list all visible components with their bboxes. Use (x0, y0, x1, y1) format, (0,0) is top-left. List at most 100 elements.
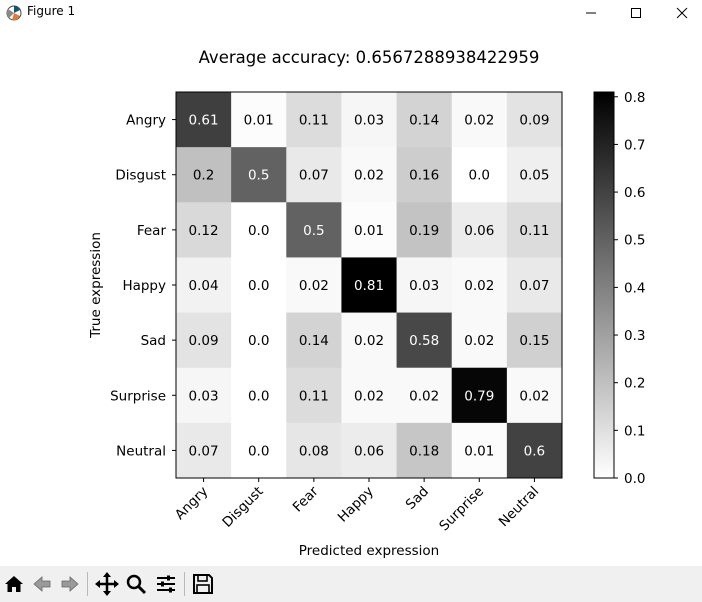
cell-value-label: 0.06 (354, 443, 384, 459)
cell-value-label: 0.02 (464, 278, 494, 294)
heatmap-cell (506, 367, 563, 424)
y-axis-label: True expression (88, 232, 104, 339)
cell-value-label: 0.5 (248, 168, 269, 184)
pan-button[interactable] (93, 570, 121, 598)
cell-value-label: 0.01 (244, 113, 274, 129)
heatmap-cell (506, 312, 563, 369)
y-tick-label: Sad (141, 333, 166, 349)
y-axis: Angry Disgust Fear Happy Sad Surprise Neutral (110, 113, 176, 459)
cell-value-label: 0.04 (189, 278, 219, 294)
cell-value-label: 0.07 (299, 168, 329, 184)
window-title: Figure 1 (27, 4, 76, 18)
save-button[interactable] (189, 570, 217, 598)
cell-value-label: 0.07 (189, 443, 219, 459)
heatmap-cell (341, 422, 398, 479)
cell-value-label: 0.07 (519, 278, 549, 294)
cell-value-label: 0.6 (524, 443, 545, 459)
heatmap-cell (506, 202, 563, 258)
cell-value-label: 0.2 (193, 168, 214, 184)
cell-value-label: 0.02 (354, 168, 384, 184)
heatmap-cell (341, 202, 398, 258)
cell-value-label: 0.02 (464, 113, 494, 129)
heatmap-cell (231, 367, 287, 424)
cell-value-label: 0.02 (354, 333, 384, 349)
x-axis-label: Predicted expression (299, 543, 439, 559)
cell-value-label: 0.14 (409, 113, 439, 129)
forward-arrow-icon (61, 576, 79, 592)
back-button[interactable] (28, 570, 56, 598)
zoom-button[interactable] (122, 570, 150, 598)
heatmap-cell (396, 202, 453, 258)
cell-value-label: 0.0 (248, 388, 269, 404)
cell-value-label: 0.02 (299, 278, 329, 294)
configure-subplots-icon (157, 575, 175, 593)
cell-value-label: 0.05 (519, 168, 549, 184)
heatmap-cell (451, 92, 508, 148)
heatmap-cell (176, 367, 232, 424)
maximize-icon (631, 8, 641, 18)
cell-value-label: 0.0 (248, 443, 269, 459)
heatmap-cell (451, 422, 508, 479)
heatmap-cell (341, 92, 398, 148)
colorbar (593, 91, 615, 479)
heatmap-cell (231, 92, 287, 148)
heatmap-cell (286, 422, 342, 479)
forward-button[interactable] (56, 570, 84, 598)
cell-value-label: 0.01 (464, 443, 494, 459)
heatmap-cells: 0.61 0.01 0.11 0.03 0.14 0.02 0.09 0.2 0.5 0.07 0.… (176, 92, 563, 479)
x-tick-label: Surprise (436, 484, 487, 535)
cell-value-label: 0.5 (303, 223, 324, 239)
heatmap-cell (341, 312, 398, 369)
cell-value-label: 0.0 (248, 223, 269, 239)
x-tick-label: Disgust (219, 484, 266, 531)
y-tick-label: Happy (122, 278, 166, 294)
back-arrow-icon (33, 576, 51, 592)
cell-value-label: 0.02 (409, 388, 439, 404)
cell-value-label: 0.58 (409, 333, 439, 349)
heatmap-cell (176, 257, 232, 314)
cell-value-label: 0.01 (354, 223, 384, 239)
minimize-button[interactable] (568, 0, 614, 26)
x-tick-label: Angry (172, 484, 212, 524)
heatmap-cell (286, 367, 342, 424)
heatmap-cell (396, 367, 453, 424)
heatmap-cell (286, 257, 342, 314)
confusion-matrix-chart: Average accuracy: 0.6567288938422959 0.6… (88, 48, 645, 559)
colorbar-axis: 0.0 0.1 0.2 0.3 0.4 0.5 0.6 0.7 0.8 (614, 90, 645, 487)
colorbar-tick-label: 0.1 (624, 423, 645, 439)
heatmap-cell (451, 312, 508, 369)
navigation-toolbar (0, 566, 702, 602)
cell-value-label: 0.06 (464, 223, 494, 239)
cell-value-label: 0.0 (469, 168, 490, 184)
configure-subplots-button[interactable] (152, 570, 180, 598)
heatmap-cell (341, 367, 398, 424)
heatmap-cell (396, 257, 453, 314)
cell-value-label: 0.03 (354, 113, 384, 129)
cell-value-label: 0.09 (519, 113, 549, 129)
colorbar-tick-label: 0.0 (624, 471, 645, 487)
figure-canvas: Average accuracy: 0.6567288938422959 0.6… (0, 26, 702, 560)
cell-value-label: 0.08 (299, 443, 329, 459)
cell-value-label: 0.11 (299, 113, 329, 129)
heatmap-cell (176, 147, 232, 203)
y-tick-label: Fear (137, 223, 167, 239)
cell-value-label: 0.61 (189, 113, 219, 129)
home-button[interactable] (0, 570, 28, 598)
maximize-button[interactable] (613, 0, 659, 26)
heatmap-cell (506, 422, 563, 479)
heatmap-cell (231, 257, 287, 314)
heatmap-cell (451, 367, 508, 424)
cell-value-label: 0.0 (248, 333, 269, 349)
close-button[interactable] (659, 0, 702, 26)
colorbar-tick-label: 0.4 (624, 280, 645, 296)
cell-value-label: 0.02 (354, 388, 384, 404)
save-icon (193, 574, 213, 594)
heatmap-cell (451, 257, 508, 314)
cell-value-label: 0.18 (409, 443, 439, 459)
toolbar-separator (87, 572, 88, 596)
heatmap-cell (451, 147, 508, 203)
cell-value-label: 0.09 (189, 333, 219, 349)
cell-value-label: 0.02 (519, 388, 549, 404)
heatmap-cell (506, 257, 563, 314)
cell-value-label: 0.19 (409, 223, 439, 239)
